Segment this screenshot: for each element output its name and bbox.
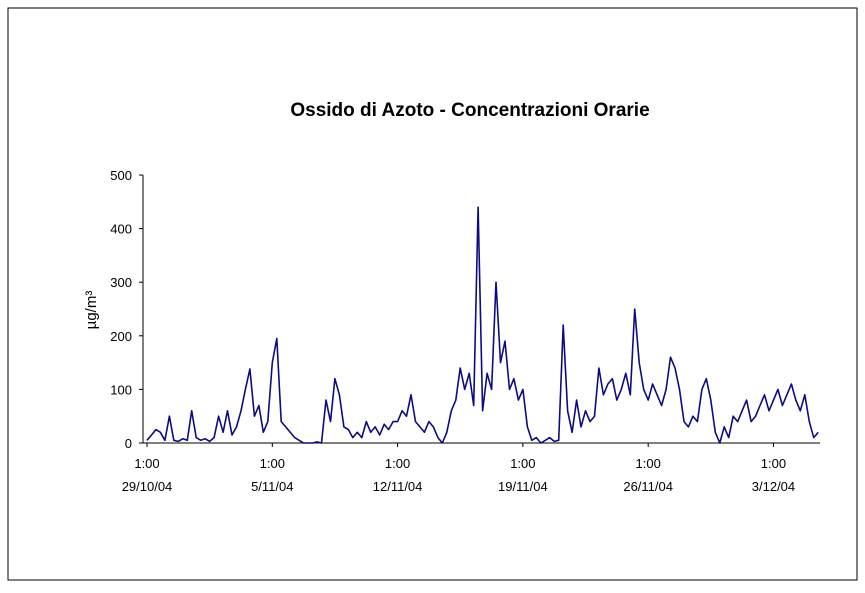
y-tick-label: 100: [110, 382, 132, 397]
y-tick-label: 200: [110, 329, 132, 344]
x-tick-label-line: 1:00: [260, 456, 285, 471]
x-tick-label: 1:00 19/11/04: [498, 456, 548, 494]
y-tick-label: 500: [110, 168, 132, 183]
x-tick-label-line: 1:00: [134, 456, 159, 471]
y-axis-label: µg/m³: [83, 291, 100, 330]
data-line: [146, 206, 819, 444]
x-tick-label: 1:00 26/11/04: [623, 456, 673, 494]
x-tick-label: 1:00 5/11/04: [251, 456, 293, 494]
chart-title: Ossido di Azoto - Concentrazioni Orarie: [290, 100, 649, 121]
x-tick-label-line: 1:00: [761, 456, 786, 471]
x-tick-label-line: 19/11/04: [498, 479, 548, 494]
x-tick-label-line: 12/11/04: [373, 479, 423, 494]
x-tick-label-line: 1:00: [510, 456, 535, 471]
x-tick-label-line: 5/11/04: [251, 479, 293, 494]
x-tick-label: 1:00 3/12/04: [752, 456, 795, 494]
x-tick-label: 1:00 12/11/04: [373, 456, 423, 494]
x-tick-label: 1:00 29/10/04: [122, 456, 173, 494]
x-tick-label-line: 29/10/04: [122, 479, 173, 494]
x-tick-label-line: 1:00: [636, 456, 661, 471]
y-tick-label: 400: [110, 222, 132, 237]
y-tick-label: 300: [110, 275, 132, 290]
x-tick-label-line: 26/11/04: [623, 479, 673, 494]
y-tick-label: 0: [125, 436, 132, 451]
x-tick-label-line: 1:00: [385, 456, 410, 471]
chart-frame: [7, 7, 858, 581]
x-tick-label-line: 3/12/04: [752, 479, 795, 494]
